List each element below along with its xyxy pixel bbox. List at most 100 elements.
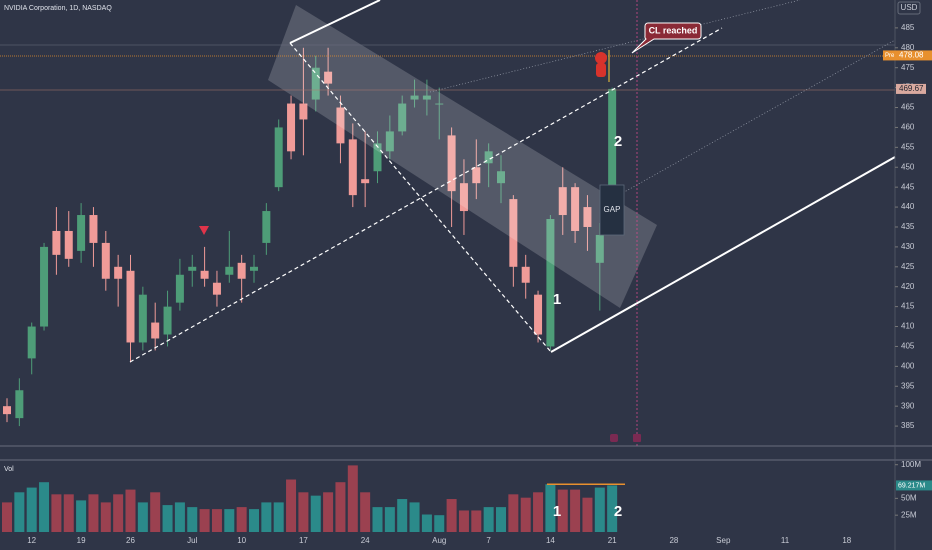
candle-body (558, 187, 567, 216)
y-tick-label: 50M (901, 493, 917, 502)
y-tick-label: 400 (901, 361, 915, 370)
volume-last-label: 69.217M (898, 482, 925, 489)
trend-line (429, 0, 801, 93)
chart-title: NVIDIA Corporation, 1D, NASDAQ (4, 5, 112, 12)
volume-bar (594, 487, 605, 532)
volume-title: Vol (4, 466, 14, 473)
volume-bar (26, 487, 37, 532)
y-tick-label: 445 (901, 182, 915, 191)
volume-bar (483, 507, 494, 532)
candle-body (250, 266, 258, 271)
event-icon (610, 434, 618, 442)
volume-bar (508, 494, 519, 532)
marker (199, 226, 209, 235)
x-tick-label: 18 (842, 536, 851, 545)
candle-body (324, 71, 333, 84)
currency-box (897, 1, 921, 15)
y-tick-label: 420 (901, 282, 915, 291)
volume-bar (434, 515, 445, 532)
candle-body (212, 282, 221, 295)
volume-bar (496, 507, 506, 532)
volume-bar (88, 494, 99, 532)
volume-bar (261, 502, 272, 532)
y-tick-label: 25M (901, 510, 917, 519)
premarket-box (883, 50, 932, 61)
volume-bar (236, 507, 247, 532)
candle-body (361, 179, 370, 184)
volume-bar (471, 510, 482, 532)
volume-bar (162, 505, 173, 532)
volume-bar (397, 499, 408, 532)
candle-body (138, 294, 147, 343)
volume-bar (51, 494, 62, 532)
y-tick-label: 475 (901, 63, 915, 72)
volume-bar (174, 502, 185, 532)
x-tick-label: 7 (486, 536, 491, 545)
y-tick-label: 460 (901, 123, 915, 132)
volume-bar (199, 509, 210, 532)
volume-bar (323, 492, 334, 532)
y-tick-label: 390 (901, 401, 915, 410)
volume-bar (421, 514, 432, 532)
volume-bar (557, 489, 568, 532)
candle-body (608, 88, 617, 188)
candle-body (521, 266, 530, 283)
channel-rect (268, 5, 657, 308)
drawings (0, 0, 896, 446)
candle-body (311, 67, 320, 100)
volume-bar (137, 502, 148, 532)
y-tick-label: 450 (901, 162, 915, 171)
y-tick-label: 485 (901, 23, 915, 32)
volume-bar (150, 492, 161, 532)
candle-body (225, 266, 234, 275)
y-tick-label: 480 (901, 43, 915, 52)
candle-body (40, 246, 49, 327)
volume-bar (187, 507, 198, 532)
x-tick-label: 19 (77, 536, 86, 545)
volume-bar (372, 507, 383, 532)
volume-bar (545, 484, 556, 532)
x-tick-label: 26 (126, 536, 135, 545)
volume-bar (360, 492, 371, 532)
x-tick-label: Aug (432, 536, 446, 545)
trend-line (289, 42, 552, 353)
volume-bar (335, 482, 346, 532)
trend-line (289, 0, 381, 44)
candle-body (410, 95, 419, 100)
y-tick-label: 440 (901, 202, 915, 211)
candle-body (336, 107, 345, 144)
y-tick-label: 435 (901, 222, 915, 231)
candle-body (89, 215, 98, 243)
volume-bar (76, 500, 87, 532)
candle-body (175, 274, 184, 303)
y-tick-label: 410 (901, 322, 915, 331)
last-price-box (896, 83, 926, 94)
annotation: GAP (604, 205, 621, 214)
candle-body (571, 187, 580, 231)
candle-body (385, 131, 394, 152)
candle-body (200, 270, 209, 279)
candle-body (3, 406, 11, 415)
volume-bar (520, 497, 531, 532)
volume-bar (39, 482, 50, 532)
premarket-tag: Pre (885, 53, 895, 59)
candle-body (509, 199, 518, 267)
volume-bar (582, 497, 593, 532)
x-tick-label: Sep (716, 536, 731, 545)
candle-body (373, 143, 382, 172)
y-tick-label: 465 (901, 103, 915, 112)
plot (2, 47, 618, 532)
annotation: 1 (553, 291, 561, 308)
premarket-label: 478.08 (899, 51, 924, 60)
candle-body (77, 215, 86, 251)
volume-bar (2, 502, 12, 532)
volume-bar (607, 485, 618, 532)
candle-body (534, 294, 543, 335)
volume-last-box (896, 480, 932, 491)
candle-body (398, 103, 407, 132)
candle-body (299, 103, 308, 120)
candle-body (52, 230, 61, 255)
candle-body (472, 167, 481, 184)
x-tick-label: 10 (237, 536, 246, 545)
